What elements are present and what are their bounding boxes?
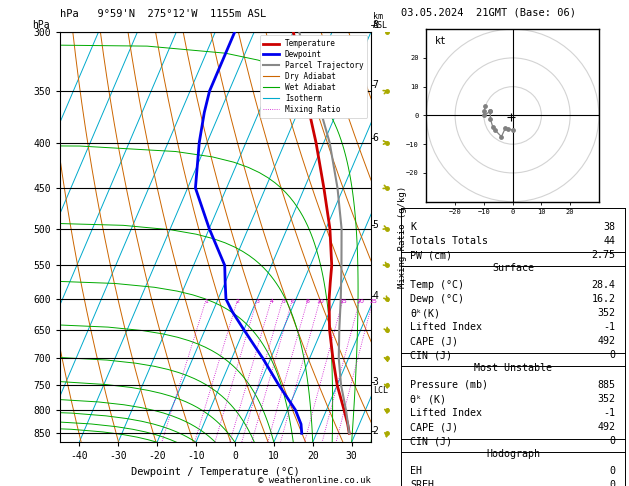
Point: [486, 116, 496, 123]
Point: [501, 124, 511, 132]
Text: LCL: LCL: [372, 385, 387, 395]
Text: 25: 25: [369, 299, 377, 304]
Text: kt: kt: [435, 35, 447, 46]
Text: EH: EH: [410, 466, 422, 476]
Text: CIN (J): CIN (J): [410, 436, 452, 447]
Text: 6: 6: [291, 299, 294, 304]
Text: 1: 1: [204, 299, 208, 304]
Point: [503, 125, 513, 133]
Text: Pressure (mb): Pressure (mb): [410, 380, 488, 390]
Text: Temp (°C): Temp (°C): [410, 280, 464, 290]
Text: Lifted Index: Lifted Index: [410, 408, 482, 418]
Text: 0: 0: [610, 436, 616, 447]
Text: 44: 44: [604, 236, 616, 246]
Point: [508, 126, 518, 134]
Text: -1: -1: [604, 408, 616, 418]
Text: 352: 352: [598, 308, 616, 318]
Text: 15: 15: [339, 299, 347, 304]
Text: SREH: SREH: [410, 480, 434, 486]
Text: θᵏ(K): θᵏ(K): [410, 308, 440, 318]
X-axis label: Dewpoint / Temperature (°C): Dewpoint / Temperature (°C): [131, 467, 300, 477]
Text: Surface: Surface: [492, 263, 534, 273]
Text: 492: 492: [598, 422, 616, 433]
Text: km
ASL: km ASL: [372, 12, 387, 30]
Point: [490, 126, 500, 134]
Text: 20: 20: [356, 299, 364, 304]
Text: Most Unstable: Most Unstable: [474, 363, 552, 373]
Text: Totals Totals: Totals Totals: [410, 236, 488, 246]
Text: Lifted Index: Lifted Index: [410, 322, 482, 332]
Point: [485, 107, 495, 115]
Text: CIN (J): CIN (J): [410, 350, 452, 361]
Text: 2: 2: [372, 426, 379, 436]
Text: 3: 3: [255, 299, 259, 304]
Text: 5: 5: [372, 220, 379, 230]
Text: 0: 0: [610, 350, 616, 361]
Point: [485, 107, 495, 115]
Text: PW (cm): PW (cm): [410, 250, 452, 260]
Text: 8: 8: [306, 299, 310, 304]
Text: 16.2: 16.2: [592, 294, 616, 304]
Text: hPa: hPa: [31, 19, 49, 30]
Point: [496, 133, 506, 140]
Text: Hodograph: Hodograph: [486, 449, 540, 459]
Text: 2.75: 2.75: [592, 250, 616, 260]
Text: CAPE (J): CAPE (J): [410, 422, 459, 433]
Text: 0: 0: [610, 480, 616, 486]
Text: 885: 885: [598, 380, 616, 390]
Text: 0: 0: [610, 466, 616, 476]
Text: 10: 10: [316, 299, 324, 304]
Text: 5: 5: [281, 299, 285, 304]
Text: © weatheronline.co.uk: © weatheronline.co.uk: [258, 476, 371, 485]
Point: [479, 106, 489, 114]
Text: 4: 4: [372, 291, 379, 301]
Text: 28.4: 28.4: [592, 280, 616, 290]
Text: 2: 2: [236, 299, 240, 304]
Text: Mixing Ratio (g/kg): Mixing Ratio (g/kg): [398, 186, 406, 288]
Text: 03.05.2024  21GMT (Base: 06): 03.05.2024 21GMT (Base: 06): [401, 7, 576, 17]
Text: 7: 7: [372, 81, 379, 90]
Text: 6: 6: [372, 133, 379, 143]
Text: 492: 492: [598, 336, 616, 347]
Point: [487, 123, 498, 131]
Text: -1: -1: [604, 322, 616, 332]
Text: 352: 352: [598, 394, 616, 404]
Legend: Temperature, Dewpoint, Parcel Trajectory, Dry Adiabat, Wet Adiabat, Isotherm, Mi: Temperature, Dewpoint, Parcel Trajectory…: [260, 35, 367, 118]
Point: [480, 103, 490, 110]
Text: CAPE (J): CAPE (J): [410, 336, 459, 347]
Text: Dewp (°C): Dewp (°C): [410, 294, 464, 304]
Text: θᵏ (K): θᵏ (K): [410, 394, 446, 404]
Text: 38: 38: [604, 222, 616, 232]
Text: 8: 8: [372, 20, 379, 30]
Text: 3: 3: [372, 378, 379, 387]
Text: 4: 4: [270, 299, 274, 304]
Text: K: K: [410, 222, 416, 232]
Text: hPa   9°59'N  275°12'W  1155m ASL: hPa 9°59'N 275°12'W 1155m ASL: [60, 9, 266, 19]
Point: [479, 112, 489, 120]
